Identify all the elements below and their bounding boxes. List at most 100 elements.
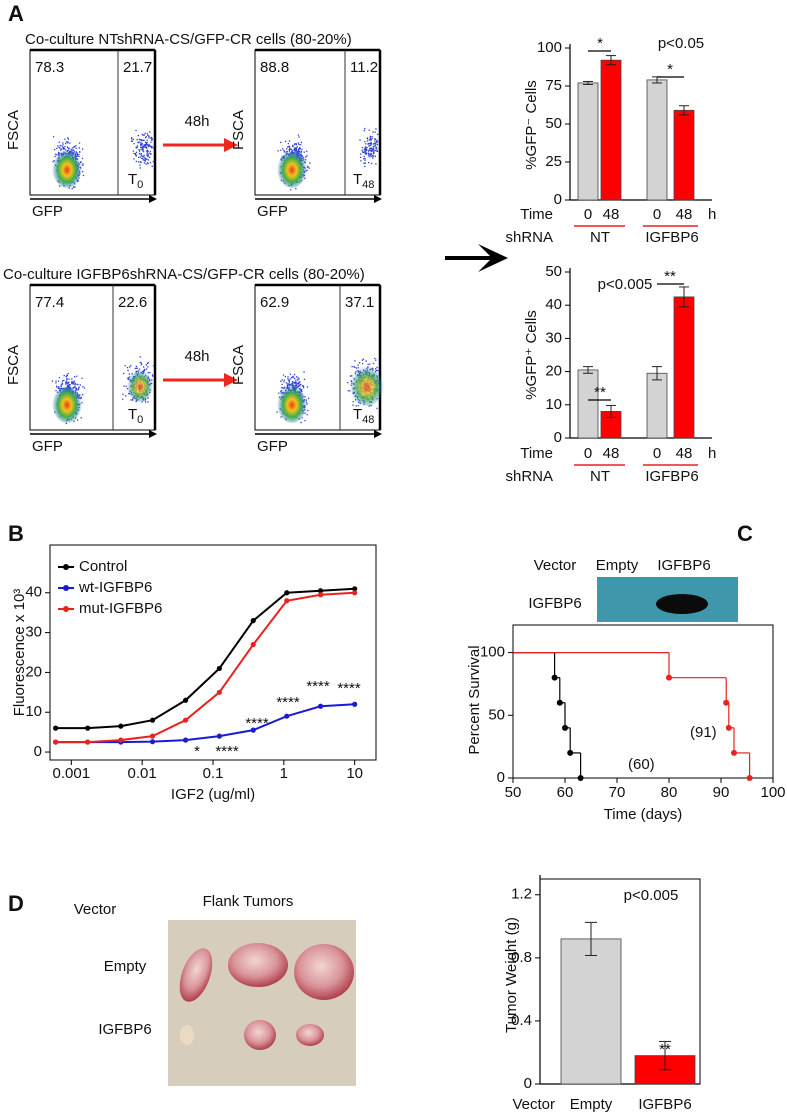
flow-x-label: GFP bbox=[32, 438, 63, 455]
group-label: IGFBP6 bbox=[645, 468, 698, 485]
flow-title: Co-culture NTshRNA-CS/GFP-CR cells (80-2… bbox=[25, 31, 352, 48]
tumor bbox=[296, 1024, 324, 1046]
y-tick-label: 25 bbox=[545, 153, 562, 170]
flow-x-arrow bbox=[149, 195, 157, 203]
quadrant-value: 77.4 bbox=[35, 294, 64, 311]
data-point bbox=[216, 733, 222, 739]
y-tick-label: 50 bbox=[545, 263, 562, 280]
panel-label: D bbox=[8, 891, 24, 916]
y-tick-label: 50 bbox=[545, 115, 562, 132]
tumor bbox=[294, 944, 354, 1000]
y-tick-label: 1.2 bbox=[511, 886, 532, 903]
y-tick-label: 40 bbox=[545, 296, 562, 313]
x-tick-label: 70 bbox=[609, 784, 626, 801]
x-axis-label: IGF2 (ug/ml) bbox=[171, 786, 255, 803]
flow-density bbox=[277, 383, 307, 423]
tumor-title: Flank Tumors bbox=[203, 893, 294, 910]
quadrant-value: 22.6 bbox=[118, 294, 147, 311]
blot-column: IGFBP6 bbox=[657, 557, 710, 574]
arrow-label: 48h bbox=[184, 348, 209, 365]
x-tick-label: 10 bbox=[346, 765, 363, 782]
panel-label: B bbox=[8, 521, 24, 546]
annotation: (60) bbox=[628, 756, 655, 773]
series-line bbox=[55, 703, 355, 744]
bar bbox=[673, 109, 695, 201]
x-tick-label: 1 bbox=[280, 765, 288, 782]
data-point bbox=[118, 723, 124, 729]
x-tick-label: 80 bbox=[661, 784, 678, 801]
x-tick-label: 0 bbox=[653, 445, 661, 462]
flow-density bbox=[277, 148, 307, 188]
x-tick-label: Empty bbox=[570, 1096, 613, 1113]
y-axis-label: Tumor Weight (g) bbox=[503, 917, 520, 1033]
annotation: **** bbox=[215, 743, 239, 760]
data-point bbox=[352, 586, 358, 592]
quadrant-value: 78.3 bbox=[35, 59, 64, 76]
annotation: **** bbox=[245, 715, 269, 732]
annotation: * bbox=[597, 35, 603, 52]
data-point bbox=[352, 701, 358, 707]
y-tick-label: 20 bbox=[25, 663, 42, 680]
group-label: IGFBP6 bbox=[645, 229, 698, 246]
data-point bbox=[85, 725, 91, 731]
time-label-sub: 0 bbox=[137, 179, 143, 191]
data-point bbox=[182, 697, 189, 703]
tumor bbox=[180, 1025, 194, 1045]
flow-y-label: FSCA bbox=[5, 110, 22, 150]
blot-column: Empty bbox=[596, 557, 639, 574]
event-point bbox=[746, 775, 753, 781]
time-label-main: T bbox=[353, 406, 362, 423]
y-axis-label: %GFP⁻ Cells bbox=[523, 80, 540, 170]
data-point bbox=[317, 588, 324, 594]
arrow-label: 48h bbox=[184, 113, 209, 130]
bar bbox=[646, 79, 668, 201]
group-label: NT bbox=[590, 468, 610, 485]
data-point bbox=[53, 739, 59, 745]
tumor bbox=[228, 943, 288, 987]
data-point bbox=[149, 733, 156, 739]
tumor bbox=[179, 948, 213, 1002]
x-axis-label: Time (days) bbox=[604, 806, 683, 823]
annotation: ** bbox=[659, 1041, 671, 1058]
y-tick-label: 0 bbox=[554, 429, 562, 446]
quadrant-value: 88.8 bbox=[260, 59, 289, 76]
legend-marker bbox=[63, 585, 69, 591]
x-tick-label: 0 bbox=[584, 206, 592, 223]
flow-frame bbox=[254, 49, 381, 196]
flow-x-label: GFP bbox=[257, 203, 288, 220]
x-tick-label: 50 bbox=[505, 784, 522, 801]
data-point bbox=[284, 598, 290, 604]
blot-row-label: IGFBP6 bbox=[528, 595, 581, 612]
group-label: NT bbox=[590, 229, 610, 246]
y-tick-label: 0 bbox=[554, 191, 562, 208]
tumors bbox=[179, 943, 354, 1050]
event-point bbox=[723, 699, 730, 706]
data-point bbox=[284, 713, 290, 719]
x-axis-label: Vector bbox=[512, 1096, 555, 1113]
annotation: (91) bbox=[690, 724, 717, 741]
data-point bbox=[250, 727, 256, 733]
tumor bbox=[244, 1020, 276, 1050]
y-tick-label: 0.4 bbox=[511, 1012, 532, 1029]
time-label-sub: 48 bbox=[362, 179, 374, 191]
flow-y-label: FSCA bbox=[5, 345, 22, 385]
annotation: * bbox=[667, 61, 673, 78]
panel-label: C bbox=[737, 521, 753, 546]
y-tick-label: 40 bbox=[25, 584, 42, 601]
data-point bbox=[216, 689, 222, 695]
y-tick-label: 30 bbox=[545, 329, 562, 346]
row-label: shRNA bbox=[505, 229, 553, 246]
event-point bbox=[556, 699, 563, 706]
quadrant-value: 62.9 bbox=[260, 294, 289, 311]
data-point bbox=[250, 618, 256, 624]
flow-frame bbox=[29, 284, 156, 431]
series-line bbox=[55, 591, 355, 744]
x-tick-label: 100 bbox=[760, 784, 785, 801]
time-label-main: T bbox=[353, 171, 362, 188]
bar bbox=[577, 369, 599, 439]
y-tick-label: 20 bbox=[545, 363, 562, 380]
y-tick-label: 100 bbox=[537, 39, 562, 56]
x-tick-label: 48 bbox=[676, 206, 693, 223]
x-tick-label: 0.1 bbox=[203, 765, 224, 782]
event-point bbox=[551, 674, 558, 681]
